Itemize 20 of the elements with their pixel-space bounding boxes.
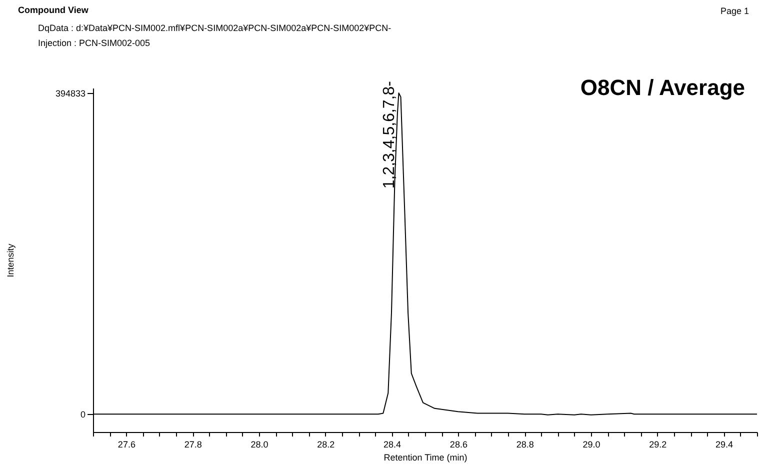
text: Injection : PCN-SIM002-005	[38, 38, 150, 48]
y-axis-title: Intensity	[5, 243, 16, 278]
x-tick-label: 28.4	[384, 440, 402, 450]
text: Page 1	[720, 6, 749, 16]
x-tick-label: 28.0	[250, 440, 268, 450]
chart-title: O8CN / Average	[580, 75, 745, 100]
x-axis-title: Retention Time (min)	[384, 452, 468, 462]
x-tick-label: 28.8	[516, 440, 534, 450]
text: DqData : d:¥Data¥PCN-SIM002.mfl¥PCN-SIM002a¥PCN-SIM002a¥PCN-SIM002¥PCN-	[38, 23, 392, 33]
x-tick-label: 28.2	[317, 440, 335, 450]
y-tick-label: 394833	[55, 88, 86, 99]
text: Compound View	[18, 5, 88, 15]
x-tick-label: 29.2	[649, 440, 667, 450]
y-tick-label: 0	[80, 410, 86, 420]
x-tick-label: 28.6	[450, 440, 468, 450]
x-tick-label: 29.4	[716, 440, 734, 450]
x-tick-label: 27.8	[184, 440, 202, 450]
annotation: 1,2,3,4,5,6,7,8-	[380, 81, 398, 189]
x-tick-label: 29.0	[582, 440, 600, 450]
x-tick-label: 27.6	[118, 440, 136, 450]
